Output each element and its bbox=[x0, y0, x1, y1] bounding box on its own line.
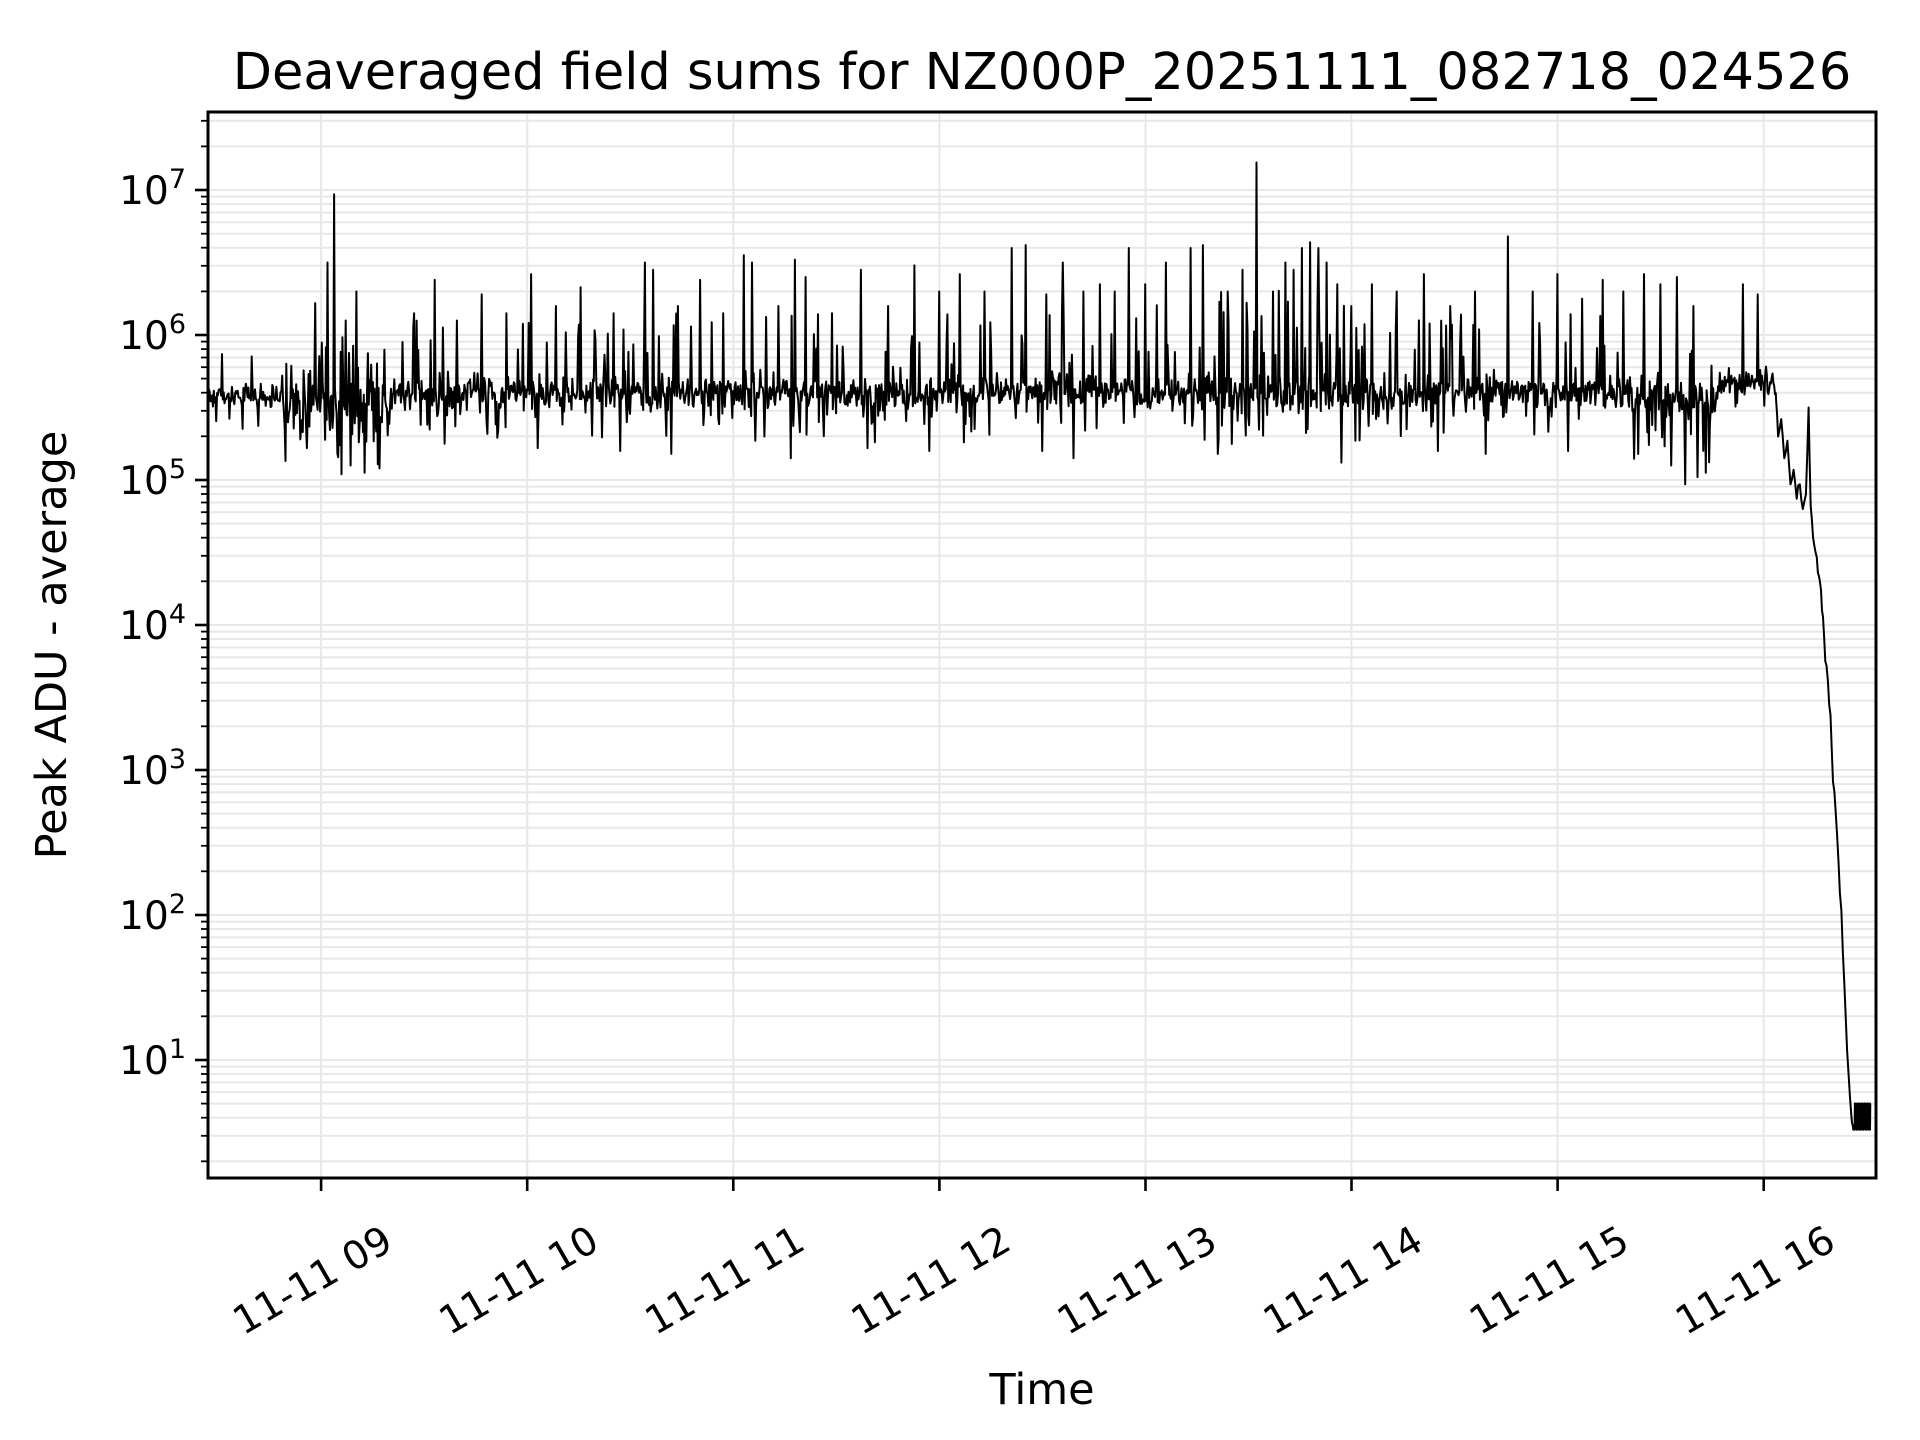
y-tick-label: 104 bbox=[119, 599, 186, 649]
data-series-line bbox=[207, 161, 1872, 1131]
y-tick-labels: 101 102 103 104 105 106 107 bbox=[119, 164, 186, 1084]
y-tick-label: 105 bbox=[119, 454, 186, 504]
y-axis-label: Peak ADU - average bbox=[27, 431, 77, 860]
horizontal-gridlines bbox=[208, 119, 1876, 1163]
x-axis-label: Time bbox=[988, 1365, 1094, 1415]
chart-title: Deaveraged field sums for NZ000P_2025111… bbox=[233, 43, 1852, 102]
y-tick-label: 103 bbox=[119, 744, 186, 794]
y-tick-label: 106 bbox=[119, 309, 186, 359]
plot-border-spines bbox=[206, 110, 1878, 1180]
y-tick-label: 107 bbox=[119, 164, 186, 214]
x-axis-ticks bbox=[319, 1178, 1765, 1191]
y-tick-label: 102 bbox=[119, 889, 186, 939]
y-tick-label: 101 bbox=[119, 1034, 186, 1084]
